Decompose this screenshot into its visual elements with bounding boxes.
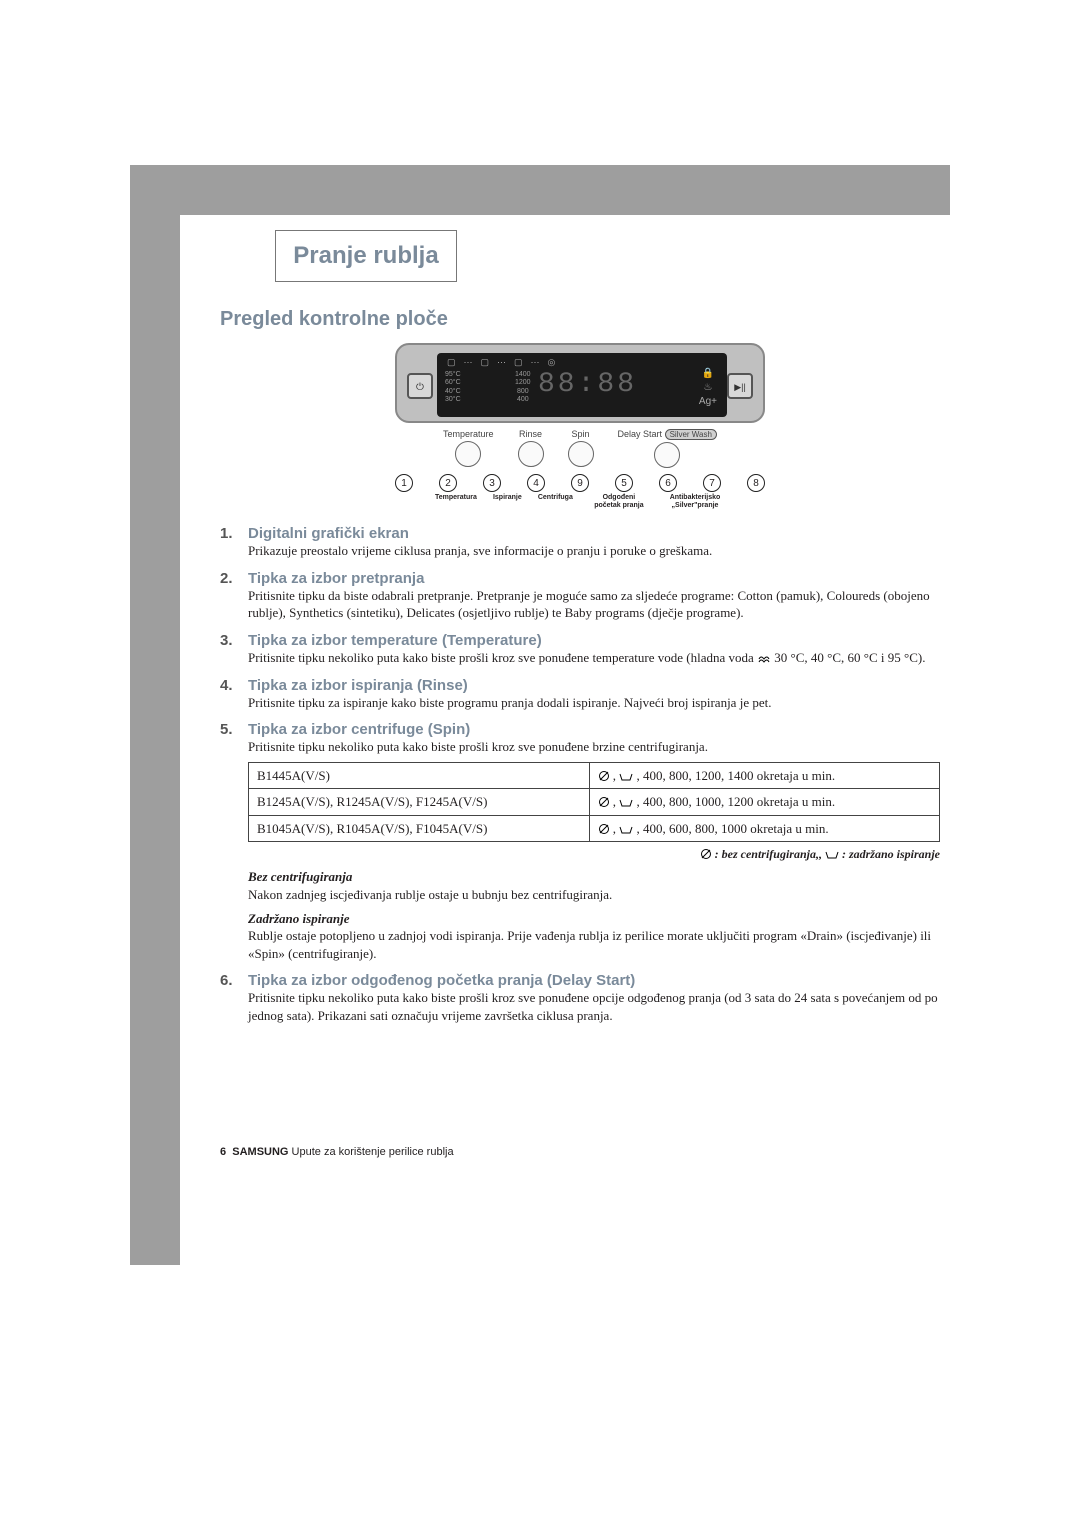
display-top-icons: ▢⋯▢⋯▢⋯◎ — [447, 357, 563, 368]
title-box: Pranje rublja — [275, 230, 457, 282]
spin-button: Spin — [568, 429, 594, 468]
callout-label-row: Temperatura Ispiranje Centrifuga Odgođen… — [395, 492, 765, 509]
label-odgodeni: Odgođeni početak pranja — [589, 494, 649, 509]
numbered-list: 1. Digitalni grafički ekran Prikazuje pr… — [220, 525, 940, 1024]
content: Pregled kontrolne ploče ⏻ ▢⋯▢⋯▢⋯◎ 95°C 6… — [220, 300, 940, 1034]
callout-4: 4 — [527, 474, 545, 492]
callout-6: 6 — [659, 474, 677, 492]
svg-text:⏻: ⏻ — [416, 382, 424, 393]
model-cell: B1045A(V/S), R1045A(V/S), F1045A(V/S) — [249, 815, 590, 842]
page-number: 6 — [220, 1146, 226, 1158]
rinse-hold-icon — [619, 794, 633, 809]
decor-bar-top — [130, 165, 950, 215]
display-temps: 95°C 60°C 40°C 30°C — [445, 371, 461, 405]
label-temperatura: Temperatura — [435, 494, 477, 509]
item-title: Tipka za izbor pretpranja — [248, 570, 424, 587]
cold-water-icon — [757, 650, 774, 665]
label-centrifuga: Centrifuga — [538, 494, 573, 509]
delay-knob — [654, 442, 680, 468]
footer-text: Upute za korištenje perilice rublja — [292, 1146, 454, 1158]
rinse-knob — [518, 441, 544, 467]
rinse-hold-icon — [619, 821, 633, 836]
callout-3: 3 — [483, 474, 501, 492]
list-item-1: 1. Digitalni grafički ekran Prikazuje pr… — [220, 525, 940, 560]
rinse-button: Rinse — [518, 429, 544, 468]
item-title: Digitalni grafički ekran — [248, 525, 409, 542]
speeds-cell: , , 400, 600, 800, 1000 okretaja u min. — [589, 815, 939, 842]
svg-text:▶||: ▶|| — [734, 382, 746, 392]
item-title: Tipka za izbor centrifuge (Spin) — [248, 721, 470, 738]
item-number: 5. — [220, 721, 240, 738]
page: Pranje rublja Pregled kontrolne ploče ⏻ … — [0, 0, 1080, 1528]
panel-screen: ⏻ ▢⋯▢⋯▢⋯◎ 95°C 60°C 40°C 30°C 1400 1200 … — [395, 343, 765, 423]
item-number: 4. — [220, 677, 240, 694]
callout-7: 7 — [703, 474, 721, 492]
item-body: Pritisnite tipku nekoliko puta kako bist… — [248, 989, 940, 1024]
model-cell: B1245A(V/S), R1245A(V/S), F1245A(V/S) — [249, 789, 590, 816]
model-cell: B1445A(V/S) — [249, 762, 590, 789]
list-item-2: 2. Tipka za izbor pretpranja Pritisnite … — [220, 570, 940, 622]
table-row: B1045A(V/S), R1045A(V/S), F1045A(V/S) , … — [249, 815, 940, 842]
item-body: Pritisnite tipku da biste odabrali pretp… — [248, 587, 940, 622]
item-body: Pritisnite tipku nekoliko puta kako bist… — [248, 649, 940, 667]
note-body: Nakon zadnjeg iscjeđivanja rublje ostaje… — [248, 886, 940, 904]
power-button: ⏻ — [407, 373, 433, 399]
spin-knob — [568, 441, 594, 467]
list-item-6: 6. Tipka za izbor odgođenog početka pran… — [220, 972, 940, 1024]
control-panel-diagram: ⏻ ▢⋯▢⋯▢⋯◎ 95°C 60°C 40°C 30°C 1400 1200 … — [220, 343, 940, 509]
no-spin-icon — [700, 847, 712, 861]
callout-9: 9 — [571, 474, 589, 492]
button-label-row: Temperature Rinse Spin Delay Start Silve… — [395, 423, 765, 468]
item-number: 3. — [220, 632, 240, 649]
page-footer: 6 SAMSUNG Upute za korištenje perilice r… — [220, 1146, 454, 1158]
label-ispiranje: Ispiranje — [493, 494, 522, 509]
note-heading: Zadržano ispiranje — [248, 910, 940, 928]
list-item-5: 5. Tipka za izbor centrifuge (Spin) Prit… — [220, 721, 940, 962]
no-spin-icon — [598, 768, 610, 783]
item-number: 1. — [220, 525, 240, 542]
rinse-hold-icon — [619, 768, 633, 783]
item-body: Prikazuje preostalo vrijeme ciklusa pran… — [248, 542, 940, 560]
footer-brand: SAMSUNG — [232, 1146, 288, 1158]
speeds-cell: , , 400, 800, 1200, 1400 okretaja u min. — [589, 762, 939, 789]
temp-button: Temperature — [443, 429, 494, 468]
start-pause-button: ▶|| — [727, 373, 753, 399]
spin-table: B1445A(V/S) , , 400, 800, 1200, 1400 okr… — [248, 762, 940, 843]
list-item-4: 4. Tipka za izbor ispiranja (Rinse) Prit… — [220, 677, 940, 712]
item-number: 2. — [220, 570, 240, 587]
delay-button: Delay Start Silver Wash — [618, 429, 717, 468]
table-row: B1445A(V/S) , , 400, 800, 1200, 1400 okr… — [249, 762, 940, 789]
note-heading: Bez centrifugiranja — [248, 868, 940, 886]
item-title: Tipka za izbor temperature (Temperature) — [248, 632, 542, 649]
table-legend: : bez centrifugiranja,, : zadržano ispir… — [248, 846, 940, 862]
no-spin-icon — [598, 821, 610, 836]
label-silver: Antibakterijsko „Silver"pranje — [665, 494, 725, 509]
speeds-cell: , , 400, 800, 1000, 1200 okretaja u min. — [589, 789, 939, 816]
page-title: Pranje rublja — [293, 242, 438, 270]
section-heading: Pregled kontrolne ploče — [220, 308, 940, 331]
callout-1: 1 — [395, 474, 413, 492]
no-spin-icon — [598, 794, 610, 809]
item-body: Pritisnite tipku nekoliko puta kako bist… — [248, 738, 940, 962]
table-row: B1245A(V/S), R1245A(V/S), F1245A(V/S) , … — [249, 789, 940, 816]
display-spin-values: 1400 1200 800 400 — [515, 371, 531, 405]
display-right-icons: 🔒♨Ag+ — [699, 367, 717, 409]
display-digits: 88:88 — [538, 369, 637, 400]
digital-display: ▢⋯▢⋯▢⋯◎ 95°C 60°C 40°C 30°C 1400 1200 80… — [437, 353, 727, 417]
rinse-hold-icon — [825, 847, 839, 861]
decor-bar-left — [130, 165, 180, 1265]
item-title: Tipka za izbor odgođenog početka pranja … — [248, 972, 635, 989]
callout-5: 5 — [615, 474, 633, 492]
callout-8: 8 — [747, 474, 765, 492]
item-number: 6. — [220, 972, 240, 989]
note-body: Rublje ostaje potopljeno u zadnjoj vodi … — [248, 927, 940, 962]
silver-wash-pill: Silver Wash — [665, 429, 717, 440]
callout-number-row: 1 2 3 4 9 5 6 7 8 — [395, 468, 765, 492]
item-title: Tipka za izbor ispiranja (Rinse) — [248, 677, 468, 694]
item-body: Pritisnite tipku za ispiranje kako biste… — [248, 694, 940, 712]
callout-2: 2 — [439, 474, 457, 492]
list-item-3: 3. Tipka za izbor temperature (Temperatu… — [220, 632, 940, 667]
temp-knob — [455, 441, 481, 467]
